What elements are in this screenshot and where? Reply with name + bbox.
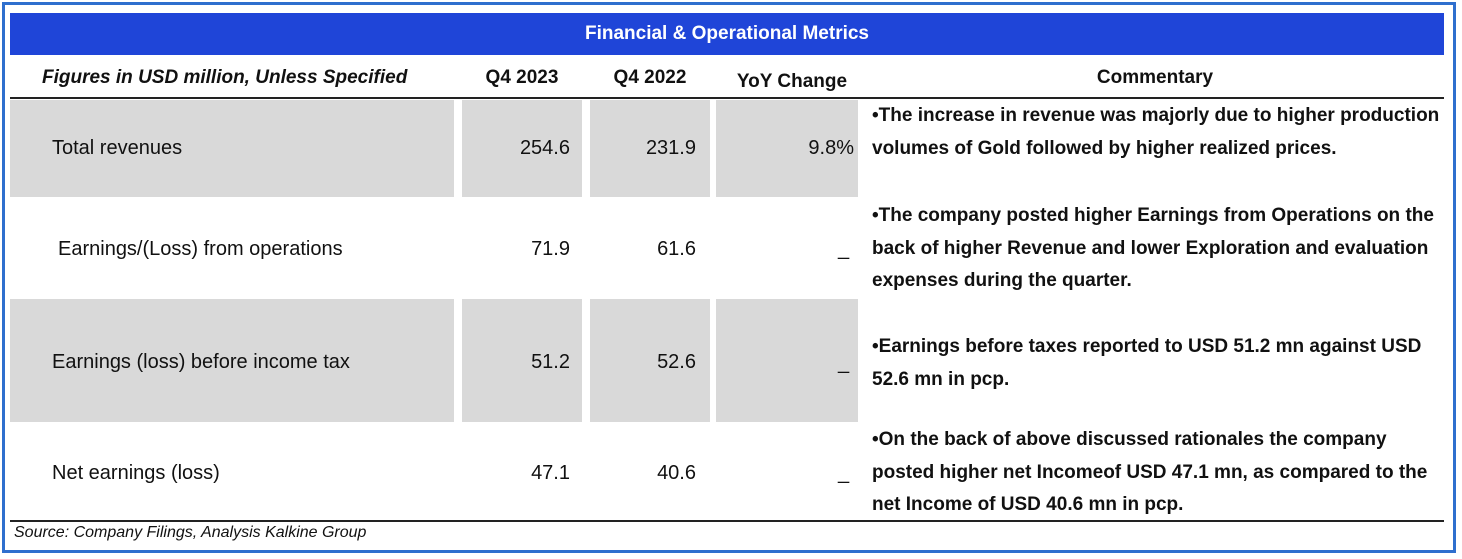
table-row-q4-2022: 52.6	[657, 350, 696, 373]
table-row-commentary: •The company posted higher Earnings from…	[872, 205, 1434, 291]
header-q4-2022: Q4 2022	[613, 67, 687, 88]
table-row-label: Net earnings (loss)	[52, 461, 220, 484]
table-row-q4-2022: 61.6	[657, 237, 696, 260]
row-1-label-cell	[10, 100, 454, 197]
table-row-yoy: 9.8%	[808, 136, 854, 159]
table-row-commentary: •Earnings before taxes reported to USD 5…	[872, 336, 1422, 390]
row-3-label-cell	[10, 299, 454, 422]
row-1-yoy-cell	[716, 100, 858, 197]
row-1-q4-2022-cell	[590, 100, 710, 197]
footer-divider	[10, 520, 1444, 522]
header-commentary: Commentary	[1096, 67, 1214, 88]
header-yoy-change: YoY Change	[736, 71, 848, 92]
table-title: Financial & Operational Metrics	[10, 13, 1444, 55]
row-1-q4-2023-cell	[462, 100, 582, 197]
row-3-yoy-cell	[716, 299, 858, 422]
source-note: Source: Company Filings, Analysis Kalkin…	[14, 524, 367, 541]
table-row-label: Earnings (loss) before income tax	[52, 350, 350, 373]
table-row-q4-2022: 231.9	[645, 136, 696, 159]
table-row-yoy: _	[838, 238, 850, 260]
row-3-q4-2023-cell	[462, 299, 582, 422]
table-row-q4-2023: 71.9	[531, 237, 570, 260]
table-row-commentary: •On the back of above discussed rational…	[872, 429, 1428, 515]
header-figures-label: Figures in USD million, Unless Specified	[42, 67, 408, 88]
table-row-commentary: •The increase in revenue was majorly due…	[872, 105, 1440, 159]
table-row-yoy: _	[838, 462, 850, 484]
table-row-yoy: _	[838, 352, 850, 374]
header-q4-2023: Q4 2023	[485, 67, 559, 88]
table-row-q4-2022: 40.6	[657, 461, 696, 484]
table-row-label: Total revenues	[52, 136, 183, 159]
header-divider	[10, 97, 1444, 99]
row-3-q4-2022-cell	[590, 299, 710, 422]
table-row-q4-2023: 51.2	[531, 350, 570, 373]
table-row-label: Earnings/(Loss) from operations	[58, 237, 343, 260]
table-row-q4-2023: 254.6	[519, 136, 570, 159]
table-row-q4-2023: 47.1	[531, 461, 570, 484]
